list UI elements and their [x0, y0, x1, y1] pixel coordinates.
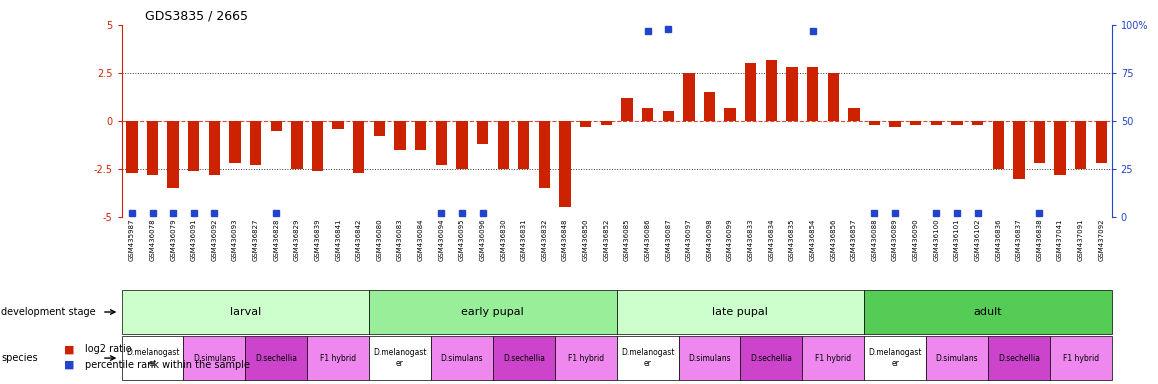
Bar [642, 108, 653, 121]
Bar [704, 92, 716, 121]
Bar [1055, 121, 1065, 175]
Bar [992, 121, 1004, 169]
Bar [952, 121, 962, 125]
Bar [332, 121, 344, 129]
Text: F1 hybrid: F1 hybrid [567, 354, 603, 362]
Bar [622, 98, 632, 121]
Bar [271, 121, 281, 131]
Text: late pupal: late pupal [712, 307, 769, 317]
Bar [250, 121, 262, 165]
Text: ■: ■ [64, 360, 74, 370]
Bar [374, 121, 386, 136]
Bar [168, 121, 178, 188]
Text: percentile rank within the sample: percentile rank within the sample [85, 360, 249, 370]
Bar [477, 121, 489, 144]
Bar [662, 111, 674, 121]
Bar [848, 108, 859, 121]
Bar [580, 121, 592, 127]
Bar [786, 67, 798, 121]
Bar [126, 121, 138, 173]
Bar [1075, 121, 1086, 169]
Bar [868, 121, 880, 125]
Bar [1034, 121, 1046, 163]
Bar [312, 121, 323, 171]
Text: adult: adult [974, 307, 1002, 317]
Bar [147, 121, 159, 175]
Bar [208, 121, 220, 175]
Bar [1095, 121, 1107, 163]
Text: D.sechellia: D.sechellia [503, 354, 544, 362]
Bar [931, 121, 941, 125]
Text: D.sechellia: D.sechellia [998, 354, 1040, 362]
Text: D.melanogast
er: D.melanogast er [868, 348, 922, 368]
Bar [807, 67, 819, 121]
Text: F1 hybrid: F1 hybrid [320, 354, 357, 362]
Text: early pupal: early pupal [462, 307, 525, 317]
Text: D.sechellia: D.sechellia [255, 354, 298, 362]
Bar [972, 121, 983, 125]
Text: D.melanogast
er: D.melanogast er [373, 348, 427, 368]
Bar [559, 121, 571, 207]
Bar [889, 121, 901, 127]
Bar [353, 121, 365, 173]
Text: F1 hybrid: F1 hybrid [1063, 354, 1099, 362]
Bar [456, 121, 468, 169]
Text: development stage: development stage [1, 307, 96, 317]
Bar [415, 121, 426, 150]
Bar [1013, 121, 1025, 179]
Bar [601, 121, 611, 125]
Bar [395, 121, 405, 150]
Bar [725, 108, 735, 121]
Bar [765, 60, 777, 121]
Text: D.melanogast
er: D.melanogast er [621, 348, 674, 368]
Text: D.simulans: D.simulans [936, 354, 979, 362]
Text: log2 ratio: log2 ratio [85, 344, 131, 354]
Text: F1 hybrid: F1 hybrid [815, 354, 851, 362]
Text: ■: ■ [64, 344, 74, 354]
Bar [828, 73, 838, 121]
Bar [498, 121, 508, 169]
Text: GDS3835 / 2665: GDS3835 / 2665 [145, 10, 248, 23]
Text: D.simulans: D.simulans [441, 354, 483, 362]
Text: species: species [1, 353, 38, 363]
Bar [188, 121, 199, 171]
Bar [683, 73, 695, 121]
Bar [538, 121, 550, 188]
Bar [435, 121, 447, 165]
Bar [292, 121, 302, 169]
Text: D.simulans: D.simulans [193, 354, 236, 362]
Text: D.simulans: D.simulans [688, 354, 731, 362]
Bar [518, 121, 529, 169]
Bar [229, 121, 241, 163]
Text: D.melanogast
er: D.melanogast er [126, 348, 179, 368]
Bar [910, 121, 922, 125]
Bar [745, 63, 756, 121]
Text: larval: larval [229, 307, 261, 317]
Text: D.sechellia: D.sechellia [750, 354, 792, 362]
